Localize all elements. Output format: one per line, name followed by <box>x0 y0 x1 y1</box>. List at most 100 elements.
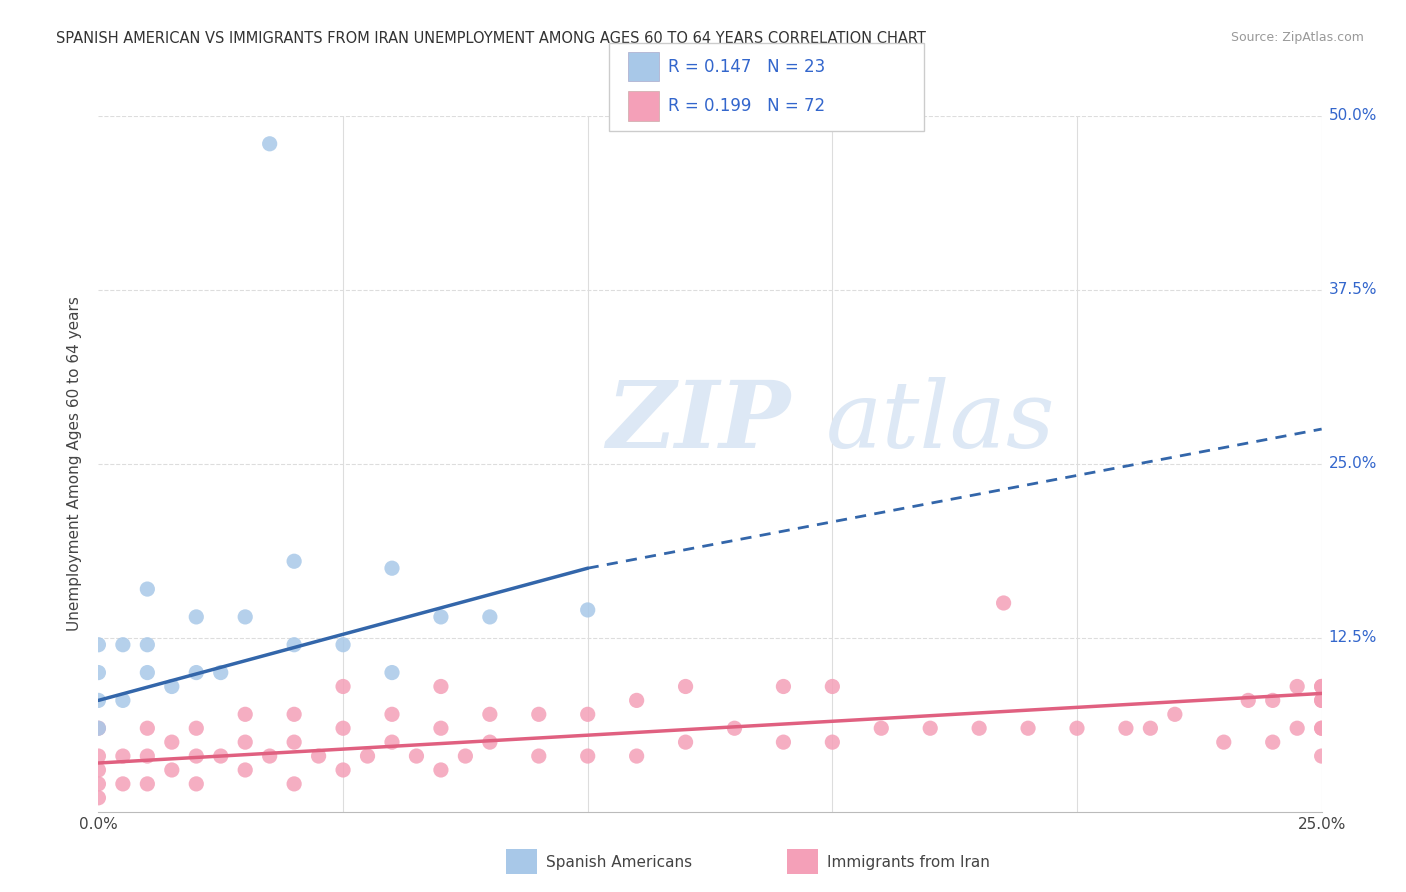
Point <box>87 693 110 707</box>
Point <box>160 763 183 777</box>
Point <box>233 735 256 749</box>
Point <box>87 749 110 764</box>
Point <box>405 749 427 764</box>
Point <box>1310 721 1333 735</box>
Point <box>1286 680 1309 694</box>
Text: 50.0%: 50.0% <box>1329 109 1376 123</box>
Point <box>233 610 256 624</box>
Point <box>259 749 281 764</box>
Point <box>772 735 794 749</box>
Point <box>111 777 134 791</box>
Point <box>111 749 134 764</box>
Point <box>87 763 110 777</box>
Point <box>478 707 501 722</box>
Point <box>111 638 134 652</box>
Point <box>186 749 208 764</box>
Point <box>1066 721 1088 735</box>
Text: 37.5%: 37.5% <box>1329 283 1376 297</box>
Point <box>160 735 183 749</box>
Point <box>527 707 550 722</box>
Point <box>259 136 281 151</box>
Point <box>381 735 404 749</box>
Point <box>186 721 208 735</box>
Point <box>186 665 208 680</box>
Point <box>430 721 453 735</box>
Point <box>283 777 305 791</box>
Point <box>1310 721 1333 735</box>
Text: R = 0.199   N = 72: R = 0.199 N = 72 <box>668 97 825 115</box>
Point <box>430 763 453 777</box>
Point <box>821 680 844 694</box>
Point <box>772 680 794 694</box>
Text: SPANISH AMERICAN VS IMMIGRANTS FROM IRAN UNEMPLOYMENT AMONG AGES 60 TO 64 YEARS : SPANISH AMERICAN VS IMMIGRANTS FROM IRAN… <box>56 31 927 46</box>
Point <box>675 680 697 694</box>
Point <box>723 721 745 735</box>
Point <box>233 707 256 722</box>
Point <box>1310 680 1333 694</box>
Point <box>576 603 599 617</box>
Point <box>332 763 354 777</box>
Point <box>308 749 330 764</box>
Point <box>136 749 159 764</box>
Point <box>283 554 305 568</box>
Point <box>430 680 453 694</box>
Text: ZIP: ZIP <box>606 377 790 467</box>
Point <box>1017 721 1039 735</box>
Point <box>87 721 110 735</box>
Point <box>821 735 844 749</box>
Point <box>160 680 183 694</box>
Point <box>381 707 404 722</box>
Point <box>454 749 477 764</box>
Point <box>87 777 110 791</box>
Point <box>332 638 354 652</box>
Text: Immigrants from Iran: Immigrants from Iran <box>827 855 990 870</box>
Point <box>87 665 110 680</box>
Point <box>136 721 159 735</box>
Text: R = 0.147   N = 23: R = 0.147 N = 23 <box>668 58 825 76</box>
Text: atlas: atlas <box>827 377 1056 467</box>
Point <box>136 777 159 791</box>
Point <box>1237 693 1260 707</box>
Point <box>111 693 134 707</box>
Text: Source: ZipAtlas.com: Source: ZipAtlas.com <box>1230 31 1364 45</box>
Text: Spanish Americans: Spanish Americans <box>546 855 692 870</box>
Point <box>920 721 942 735</box>
Point <box>967 721 990 735</box>
Point <box>136 582 159 596</box>
Text: 25.0%: 25.0% <box>1329 457 1376 471</box>
Point <box>626 693 648 707</box>
Point <box>576 749 599 764</box>
Point <box>381 665 404 680</box>
Point <box>332 680 354 694</box>
Point <box>576 707 599 722</box>
Point <box>186 610 208 624</box>
Point <box>430 610 453 624</box>
Y-axis label: Unemployment Among Ages 60 to 64 years: Unemployment Among Ages 60 to 64 years <box>67 296 83 632</box>
Point <box>356 749 378 764</box>
Point <box>675 735 697 749</box>
Point <box>1115 721 1137 735</box>
Point <box>870 721 893 735</box>
Point <box>478 610 501 624</box>
Point <box>1212 735 1234 749</box>
Point <box>478 735 501 749</box>
Point <box>283 707 305 722</box>
Point <box>993 596 1015 610</box>
Point <box>527 749 550 764</box>
Point <box>1286 721 1309 735</box>
Point <box>381 561 404 575</box>
Point <box>136 665 159 680</box>
Point <box>233 763 256 777</box>
Point <box>1261 735 1284 749</box>
Point <box>1310 680 1333 694</box>
Text: 12.5%: 12.5% <box>1329 631 1376 645</box>
Point <box>1261 693 1284 707</box>
Point <box>1310 693 1333 707</box>
Point <box>1139 721 1161 735</box>
Point <box>209 665 232 680</box>
Point <box>186 777 208 791</box>
Point <box>87 790 110 805</box>
Point <box>1310 749 1333 764</box>
Point <box>87 721 110 735</box>
Point <box>283 638 305 652</box>
